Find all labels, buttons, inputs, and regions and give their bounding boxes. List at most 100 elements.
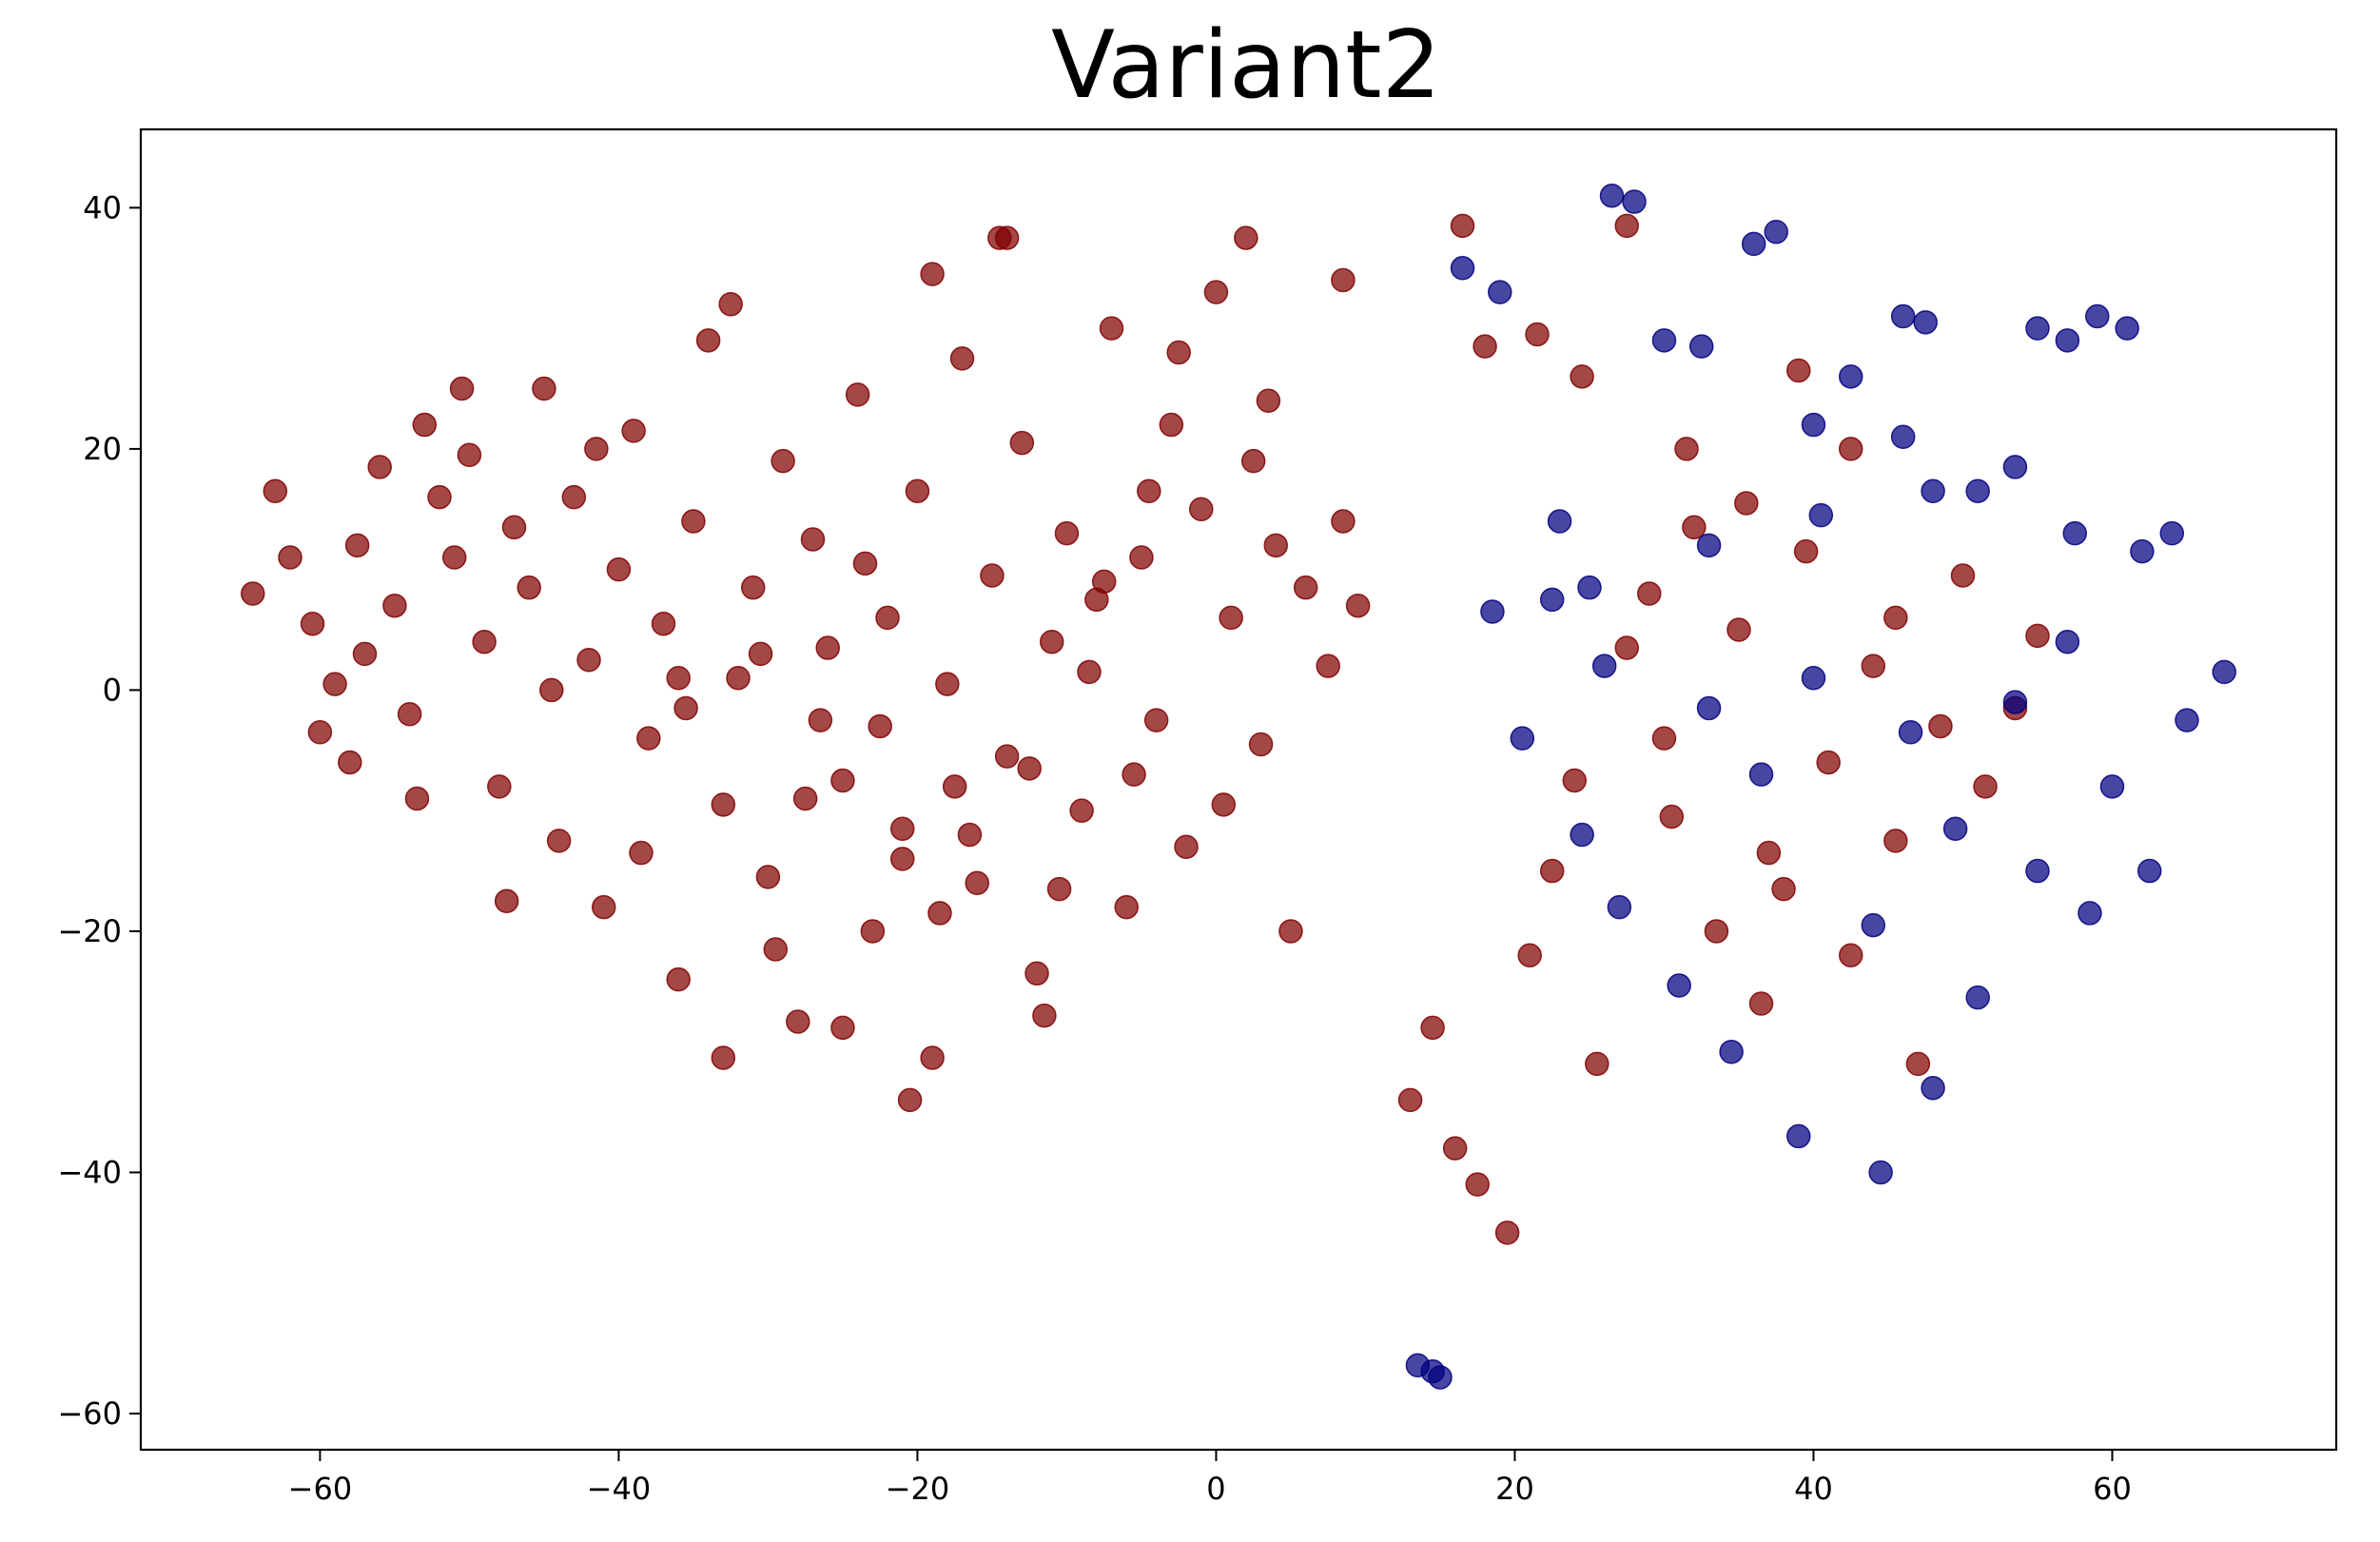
scatter-point [1517,943,1542,968]
scatter-point [1861,654,1886,678]
scatter-point [1069,798,1094,823]
scatter-point [344,533,370,558]
scatter-point [889,816,915,841]
scatter-point [718,292,743,317]
scatter-point [1480,599,1505,624]
scatter-point [1240,448,1266,474]
scatter-point [1771,876,1796,902]
scatter-point [935,672,960,696]
scatter-point [1570,822,1594,848]
scatter-point [457,442,482,467]
scatter-point [2085,303,2110,329]
scatter-point [561,484,587,510]
scatter-point [1331,509,1356,534]
scatter-point [1054,520,1080,546]
scatter-point [800,527,826,552]
scatter-point [1928,713,1953,739]
scatter-points [241,183,2236,1390]
scatter-point [1607,894,1632,920]
scatter-point [1801,412,1826,438]
scatter-point [1009,430,1035,456]
scatter-point [845,382,870,407]
scatter-point [1667,973,1691,998]
scatter-point [1473,334,1497,359]
scatter-point [1032,1003,1057,1028]
scatter-point [1786,1123,1811,1149]
scatter-point [830,768,855,793]
scatter-point [1942,816,1968,841]
scatter-point [1114,894,1139,920]
chart-title: Variant2 [1051,11,1441,120]
scatter-point [1801,665,1826,691]
scatter-point [1614,213,1639,239]
scatter-point [1741,231,1766,257]
scatter-point [808,708,833,732]
scatter-point [1965,478,1990,504]
x-tick-label: −40 [587,1471,652,1507]
scatter-point [1786,358,1811,383]
scatter-point [1838,437,1863,461]
scatter-point [889,847,915,871]
scatter-point [1614,635,1639,660]
scatter-point [1651,726,1677,751]
scatter-point [1129,545,1154,570]
scatter-point [651,611,676,636]
scatter-point [2115,316,2139,341]
scatter-point [897,1087,923,1113]
scatter-point [763,937,789,962]
scatter-point [367,455,392,479]
scatter-point [1704,919,1729,944]
scatter-point [472,629,497,654]
scatter-point [1077,659,1102,685]
y-tick-label: −40 [57,1154,122,1190]
scatter-point [300,611,325,636]
scatter-point [695,328,721,353]
scatter-point [382,593,407,618]
scatter-point [546,829,572,853]
scatter-point [1488,280,1512,304]
scatter-point [1726,617,1751,642]
scatter-point [1188,497,1214,522]
scatter-point [1442,1136,1468,1161]
scatter-point [920,262,945,286]
scatter-point [949,346,975,371]
scatter-point [1331,267,1356,293]
point-series-2 [1405,183,2236,1390]
scatter-point [591,894,616,920]
scatter-point [980,563,1005,588]
scatter-point [397,702,422,727]
scatter-point [830,1015,855,1041]
scatter-point [2025,858,2050,884]
scatter-point [1562,768,1588,793]
x-tick-label: 0 [1206,1471,1225,1507]
scatter-point [1203,280,1229,304]
scatter-point [2055,328,2080,353]
scatter-point [1965,985,1990,1010]
x-tick-label: 40 [1794,1471,1833,1507]
scatter-point [532,376,556,401]
scatter-point [1420,1015,1445,1041]
scatter-point [681,509,706,534]
scatter-point [1973,774,1998,799]
scatter-point [2078,901,2102,926]
scatter-point [1450,213,1475,239]
point-series-0 [241,225,1371,1113]
scatter-point [1024,961,1049,986]
scatter-point [1883,829,1908,853]
scatter-point [539,677,564,703]
scatter-point [2062,520,2087,546]
scatter-point [1748,762,1774,787]
x-axis: −60 −40 −20 0 20 40 60 [288,1450,2132,1507]
scatter-point [965,870,989,895]
scatter-point [2099,774,2125,799]
scatter-point [2002,690,2028,714]
scatter-point [666,966,691,992]
scatter-point [771,448,795,474]
scatter-point [404,786,430,811]
scatter-point [1570,364,1594,389]
scatter-point [1539,587,1565,613]
scatter-point [1651,328,1677,353]
scatter-point [322,672,347,696]
scatter-point [352,641,378,667]
